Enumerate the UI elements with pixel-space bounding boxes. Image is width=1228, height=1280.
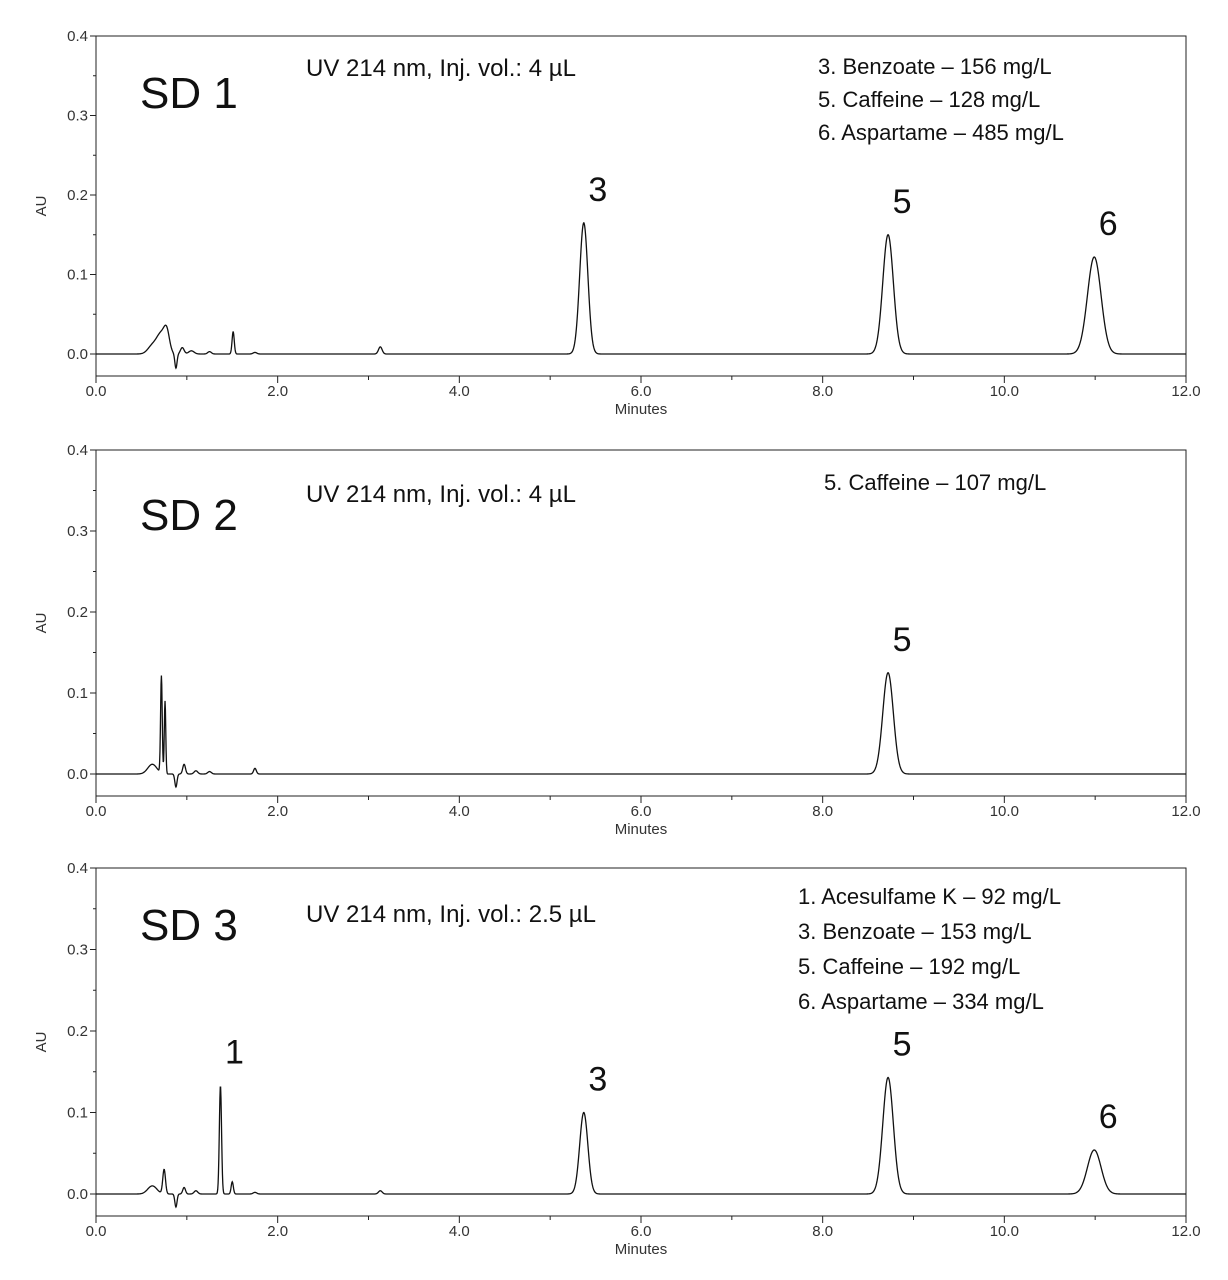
legend-entry: 6. Aspartame – 485 mg/L bbox=[818, 120, 1064, 145]
chart-panel-3: 0.0 0.1 0.2 0.3 0.4 0.0 2.0 4.0 6.0 8.0 10.0 12.0 Mi… bbox=[33, 860, 1201, 1258]
y-tick-label: 0.4 bbox=[67, 28, 88, 45]
y-axis-label: AU bbox=[33, 196, 50, 217]
x-tick-label: 6.0 bbox=[631, 1223, 652, 1240]
legend-entry: 3. Benzoate – 153 mg/L bbox=[798, 919, 1032, 944]
y-tick-label: 0.0 bbox=[67, 766, 88, 783]
legend-entry: 5. Caffeine – 128 mg/L bbox=[818, 87, 1040, 112]
legend-entry: 5. Caffeine – 192 mg/L bbox=[798, 954, 1020, 979]
y-tick-label: 0.3 bbox=[67, 523, 88, 540]
y-tick-label: 0.4 bbox=[67, 442, 88, 459]
peak-label-3: 3 bbox=[588, 1061, 607, 1099]
panel-label: SD 3 bbox=[140, 901, 238, 950]
x-tick-label: 2.0 bbox=[267, 803, 288, 820]
chromatogram-trace bbox=[96, 671, 1186, 789]
y-tick-label: 0.2 bbox=[67, 187, 88, 204]
chromatogram-trace bbox=[96, 1076, 1186, 1209]
x-tick-label: 12.0 bbox=[1171, 383, 1200, 400]
legend-entry: 5. Caffeine – 107 mg/L bbox=[824, 470, 1046, 495]
y-tick-label: 0.3 bbox=[67, 942, 88, 959]
legend-entry: 1. Acesulfame K – 92 mg/L bbox=[798, 884, 1061, 909]
panel-label: SD 2 bbox=[140, 491, 238, 540]
x-tick-label: 6.0 bbox=[631, 803, 652, 820]
y-tick-label: 0.0 bbox=[67, 346, 88, 363]
x-axis-label: Minutes bbox=[615, 821, 668, 838]
x-tick-label: 10.0 bbox=[990, 1223, 1019, 1240]
peak-label-6: 6 bbox=[1099, 205, 1118, 243]
conditions-label: UV 214 nm, Inj. vol.: 2.5 µL bbox=[306, 901, 596, 928]
x-axis-label: Minutes bbox=[615, 1241, 668, 1258]
peak-label-5: 5 bbox=[893, 183, 912, 221]
x-tick-label: 12.0 bbox=[1171, 803, 1200, 820]
panel-label: SD 1 bbox=[140, 69, 238, 118]
peak-label-3: 3 bbox=[588, 171, 607, 209]
peak-label-5: 5 bbox=[893, 621, 912, 659]
x-tick-label: 2.0 bbox=[267, 1223, 288, 1240]
x-tick-label: 10.0 bbox=[990, 803, 1019, 820]
y-axis-label: AU bbox=[33, 1032, 50, 1053]
x-tick-label: 0.0 bbox=[86, 803, 107, 820]
conditions-label: UV 214 nm, Inj. vol.: 4 µL bbox=[306, 55, 576, 82]
y-tick-label: 0.2 bbox=[67, 1023, 88, 1040]
x-tick-label: 12.0 bbox=[1171, 1223, 1200, 1240]
y-tick-label: 0.4 bbox=[67, 860, 88, 877]
x-tick-label: 4.0 bbox=[449, 1223, 470, 1240]
chart-panel-1: 0.0 0.1 0.2 0.3 0.4 0.0 2.0 4.0 6.0 8.0 10.0 12.0 Mi… bbox=[33, 28, 1201, 418]
plot-frame bbox=[95, 449, 1187, 797]
x-tick-label: 6.0 bbox=[631, 383, 652, 400]
y-tick-label: 0.1 bbox=[67, 1105, 88, 1122]
x-tick-label: 8.0 bbox=[812, 1223, 833, 1240]
peak-label-5: 5 bbox=[893, 1025, 912, 1063]
legend-entry: 3. Benzoate – 156 mg/L bbox=[818, 54, 1052, 79]
chromatogram-trace bbox=[96, 222, 1186, 370]
y-tick-label: 0.3 bbox=[67, 108, 88, 125]
y-tick-label: 0.1 bbox=[67, 267, 88, 284]
chart-panel-2: 0.0 0.1 0.2 0.3 0.4 0.0 2.0 4.0 6.0 8.0 10.0 12.0 Mi… bbox=[33, 442, 1201, 838]
x-tick-label: 2.0 bbox=[267, 383, 288, 400]
x-tick-label: 8.0 bbox=[812, 803, 833, 820]
peak-label-6: 6 bbox=[1099, 1098, 1118, 1136]
legend-entry: 6. Aspartame – 334 mg/L bbox=[798, 989, 1044, 1014]
x-tick-label: 8.0 bbox=[812, 383, 833, 400]
y-tick-label: 0.2 bbox=[67, 604, 88, 621]
peak-label-1: 1 bbox=[225, 1034, 244, 1072]
y-axis-label: AU bbox=[33, 613, 50, 634]
x-tick-label: 0.0 bbox=[86, 383, 107, 400]
y-tick-label: 0.1 bbox=[67, 685, 88, 702]
x-axis-label: Minutes bbox=[615, 401, 668, 418]
x-tick-label: 0.0 bbox=[86, 1223, 107, 1240]
conditions-label: UV 214 nm, Inj. vol.: 4 µL bbox=[306, 481, 576, 508]
x-tick-label: 10.0 bbox=[990, 383, 1019, 400]
x-tick-label: 4.0 bbox=[449, 803, 470, 820]
y-tick-label: 0.0 bbox=[67, 1186, 88, 1203]
x-tick-label: 4.0 bbox=[449, 383, 470, 400]
